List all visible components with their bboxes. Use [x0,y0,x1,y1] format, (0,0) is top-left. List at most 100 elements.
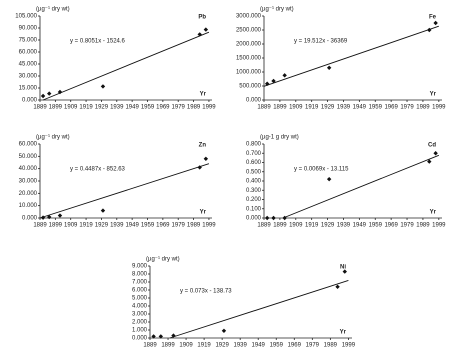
x-tick-label: 1979 [306,343,320,349]
y-tick-label: 9.000 [132,264,148,270]
x-tick-label: 1909 [179,343,193,349]
y-axis-label: (µg⁻¹ dry wt) [36,135,70,141]
x-tick-label: 1889 [33,223,47,229]
data-point [57,213,63,218]
y-tick-label: 0.600 [246,160,262,166]
trend-line [282,154,439,219]
x-tick-label: 1889 [33,105,47,111]
y-tick-label: 30.000 [19,179,38,185]
x-tick-label: 1889 [257,105,271,111]
x-tick-label: 1999 [202,223,216,229]
data-point [203,27,209,32]
x-tick-label: 1969 [288,343,302,349]
data-point [151,334,156,339]
y-tick-label: 105.000 [15,14,37,20]
x-tick-label: 1979 [172,105,186,111]
x-tick-label: 1999 [432,223,446,229]
x-tick-label: 1909 [289,105,303,111]
y-tick-label: 6.000 [132,288,148,294]
x-tick-label: 1919 [305,105,319,111]
data-point [100,84,106,89]
y-tick-label: 3.000 [132,312,148,318]
x-tick-label: 1889 [257,223,271,229]
x-tick-label: 1999 [342,343,356,349]
x-tick-label: 1979 [172,223,186,229]
x-tick-label: 1939 [337,223,351,229]
data-point [433,20,438,26]
data-point [47,91,52,96]
y-tick-label: 40.000 [19,166,38,172]
data-point [282,73,287,78]
y-axis-label: (µg⁻¹ dry wt) [36,7,70,13]
y-tick-label: 4.000 [132,304,148,310]
equation: y = 0.073x - 138.73 [180,289,232,295]
y-tick-label: 0.200 [246,197,262,203]
x-tick-label: 1929 [215,343,229,349]
y-tick-label: 30.000 [19,74,38,80]
y-tick-label: 1000.000 [236,70,262,76]
x-tick-label: 1979 [400,105,414,111]
trend-line [42,31,210,101]
x-tick-label: 1899 [273,105,287,111]
data-point [342,269,347,274]
y-tick-label: 20.000 [19,191,38,197]
data-point [326,65,332,70]
y-axis-label: (µg-1 g dry wt) [260,135,299,141]
y-tick-label: 0.000 [22,216,38,222]
data-point [326,176,332,182]
x-tick-label: 1949 [353,105,367,111]
data-point [221,328,227,333]
x-tick-label: 1909 [64,223,78,229]
y-tick-label: 1500.000 [236,56,262,62]
x-axis-label: Yr [200,210,207,216]
x-tick-label: 1949 [125,105,139,111]
x-tick-label: 1989 [187,105,201,111]
y-tick-label: 0.800 [246,142,262,148]
data-point [40,215,46,220]
data-point [57,89,63,95]
y-tick-label: 60.000 [19,50,38,56]
x-tick-label: 1959 [369,223,383,229]
panel-title: Ni [340,265,346,271]
trend-line [39,163,210,219]
trend-line [263,25,439,87]
x-tick-label: 1989 [324,343,338,349]
x-tick-label: 1959 [270,343,284,349]
y-tick-label: 0.000 [22,98,38,104]
x-tick-label: 1909 [64,105,78,111]
x-tick-label: 1959 [141,223,155,229]
y-tick-label: 0.300 [246,188,262,194]
data-point [433,151,438,156]
x-tick-label: 1929 [321,105,335,111]
data-point [271,78,276,84]
trend-line [169,279,349,339]
x-tick-label: 1919 [79,105,93,111]
x-tick-label: 1929 [95,105,109,111]
y-tick-label: 0.500 [246,169,262,175]
x-tick-label: 1909 [289,223,303,229]
data-point [271,215,276,221]
panel-title: Zn [199,143,207,149]
x-tick-label: 1889 [143,343,157,349]
data-point [427,27,432,33]
y-tick-label: 5.000 [132,296,148,302]
y-tick-label: 0.000 [246,216,262,222]
x-tick-label: 1929 [321,223,335,229]
x-tick-label: 1919 [79,223,93,229]
y-tick-label: 75.000 [19,38,38,44]
y-tick-label: 90.000 [19,26,38,32]
x-tick-label: 1939 [110,105,124,111]
y-tick-label: 2.000 [132,320,148,326]
panel-title: Cd [428,143,436,149]
x-tick-label: 1929 [95,223,109,229]
data-point [335,284,340,289]
y-tick-label: 0.000 [246,98,262,104]
x-tick-label: 1899 [49,105,63,111]
data-point [264,215,270,221]
equation: y = 0.4487x - 852.63 [70,167,126,173]
data-point [40,93,46,99]
x-axis-label: Yr [430,92,437,98]
x-tick-label: 1989 [187,223,201,229]
panel-title: Pb [198,15,206,21]
